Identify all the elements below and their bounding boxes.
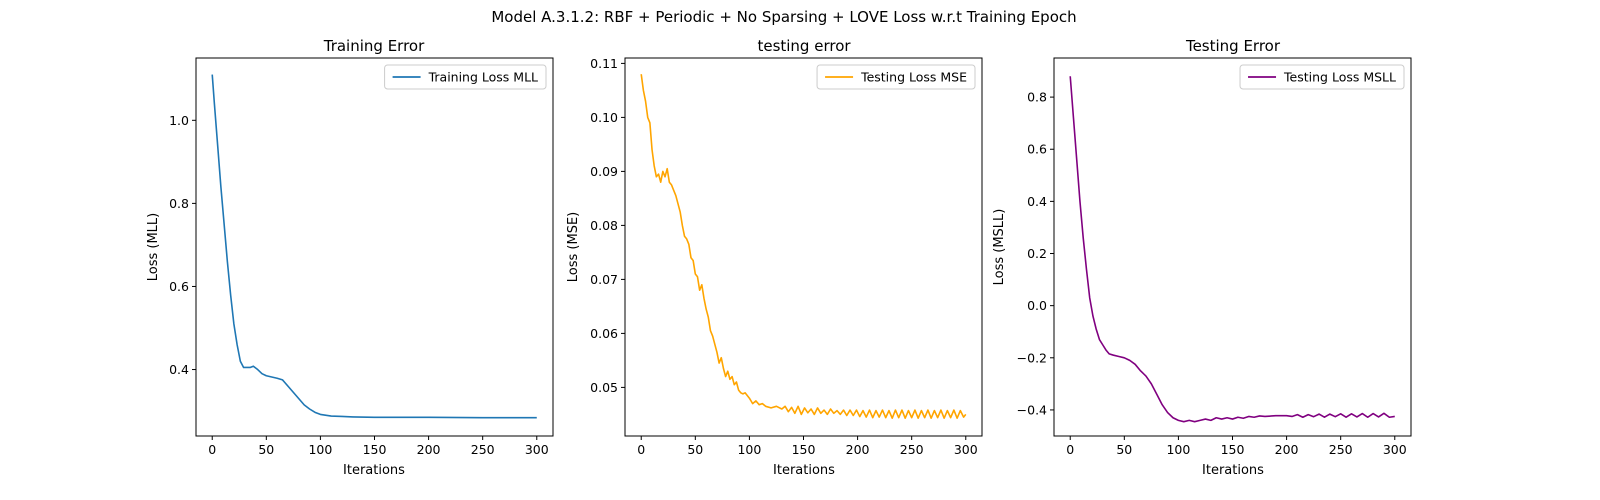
x-tick-label: 300 bbox=[954, 442, 978, 457]
x-tick-label: 250 bbox=[471, 442, 495, 457]
x-tick-label: 250 bbox=[900, 442, 924, 457]
y-tick-label: 0.11 bbox=[590, 56, 618, 71]
legend-box bbox=[816, 64, 976, 90]
x-tick-label: 100 bbox=[1166, 442, 1190, 457]
x-tick-label: 200 bbox=[1275, 442, 1299, 457]
subplot-testing-error-mse: testing error 0 50 100 150 200 250 300 0.05 0.06… bbox=[566, 37, 983, 478]
legend-box bbox=[1239, 64, 1405, 90]
y-tick-label: 0.6 bbox=[1027, 142, 1047, 157]
figure-suptitle: Model A.3.1.2: RBF + Periodic + No Spars… bbox=[491, 8, 1076, 26]
y-tick-label: 0.08 bbox=[590, 218, 618, 233]
axes-frame bbox=[624, 57, 983, 437]
series-line-1 bbox=[1069, 76, 1395, 423]
x-tick-label: 0 bbox=[208, 442, 216, 457]
axes-frame bbox=[195, 57, 554, 437]
x-tick-label: 150 bbox=[792, 442, 816, 457]
subplot-2-y-axis-label: Loss (MSE) bbox=[566, 212, 581, 282]
x-tick-label: 50 bbox=[1116, 442, 1132, 457]
x-tick-label: 200 bbox=[846, 442, 870, 457]
y-tick-label: 0.07 bbox=[590, 272, 618, 287]
y-tick-label: 0.6 bbox=[169, 279, 189, 294]
subplot-1-plot-area: 0 50 100 150 200 250 300 0.4 0.6 0.8 1.0 Training L… bbox=[169, 57, 554, 457]
legend-label: Training Loss MLL bbox=[428, 70, 538, 85]
axes-frame bbox=[1053, 57, 1412, 437]
series-line-1 bbox=[211, 74, 537, 419]
y-tick-label: 0.8 bbox=[1027, 90, 1047, 105]
x-tick-label: 250 bbox=[1329, 442, 1353, 457]
y-tick-label: 0.2 bbox=[1027, 246, 1047, 261]
y-tick-label: 0.8 bbox=[169, 196, 189, 211]
x-tick-label: 100 bbox=[737, 442, 761, 457]
x-tick-label: 0 bbox=[637, 442, 645, 457]
subplot-1-title: Training Error bbox=[323, 37, 425, 55]
y-tick-label: 0.4 bbox=[169, 362, 189, 377]
subplot-2-plot-area: 0 50 100 150 200 250 300 0.05 0.06 0.07 0.08 0.09 0.… bbox=[590, 56, 983, 457]
subplot-testing-error-msll: Testing Error 0 50 100 150 200 250 300 −0.4 −0.2… bbox=[992, 37, 1412, 478]
legend-label: Testing Loss MSLL bbox=[1283, 70, 1396, 85]
subplot-training-error: Training Error 0 50 100 150 200 250 3000.40.60… bbox=[146, 37, 554, 478]
legend-box bbox=[384, 64, 547, 90]
y-tick-label: 0.10 bbox=[590, 110, 618, 125]
legend: Testing Loss MSE bbox=[816, 64, 976, 90]
y-tick-label: 0.09 bbox=[590, 164, 618, 179]
subplot-3-plot-area: 0 50 100 150 200 250 300 −0.4 −0.2 0.0 0.2 0.4 0.6 0.… bbox=[1017, 57, 1412, 457]
series-line-1 bbox=[640, 74, 967, 419]
y-tick-label: 0.4 bbox=[1027, 194, 1047, 209]
subplot-3-title: Testing Error bbox=[1185, 37, 1281, 55]
y-tick-label: 0.0 bbox=[1027, 298, 1047, 313]
x-tick-label: 0 bbox=[1066, 442, 1074, 457]
subplot-2-title: testing error bbox=[757, 37, 851, 55]
x-tick-label: 200 bbox=[417, 442, 441, 457]
legend: Testing Loss MSLL bbox=[1239, 64, 1405, 90]
x-tick-label: 50 bbox=[687, 442, 703, 457]
subplot-2-x-axis-label: Iterations bbox=[773, 463, 835, 478]
subplot-1-y-axis-label: Loss (MLL) bbox=[146, 213, 161, 282]
x-tick-label: 100 bbox=[308, 442, 332, 457]
x-tick-label: 300 bbox=[525, 442, 549, 457]
subplot-3-x-axis-label: Iterations bbox=[1202, 463, 1264, 478]
subplot-1-x-axis-label: Iterations bbox=[343, 463, 405, 478]
x-tick-label: 150 bbox=[363, 442, 387, 457]
x-tick-label: 300 bbox=[1383, 442, 1407, 457]
y-tick-label: 0.06 bbox=[590, 326, 618, 341]
x-tick-label: 50 bbox=[258, 442, 274, 457]
x-tick-label: 150 bbox=[1221, 442, 1245, 457]
y-tick-label: 0.05 bbox=[590, 380, 618, 395]
legend-label: Testing Loss MSE bbox=[860, 70, 967, 85]
legend: Training Loss MLL bbox=[384, 64, 547, 90]
subplot-3-y-axis-label: Loss (MSLL) bbox=[992, 209, 1007, 286]
y-tick-label: 1.0 bbox=[169, 113, 189, 128]
y-tick-label: −0.4 bbox=[1017, 402, 1047, 417]
y-tick-label: −0.2 bbox=[1017, 350, 1047, 365]
